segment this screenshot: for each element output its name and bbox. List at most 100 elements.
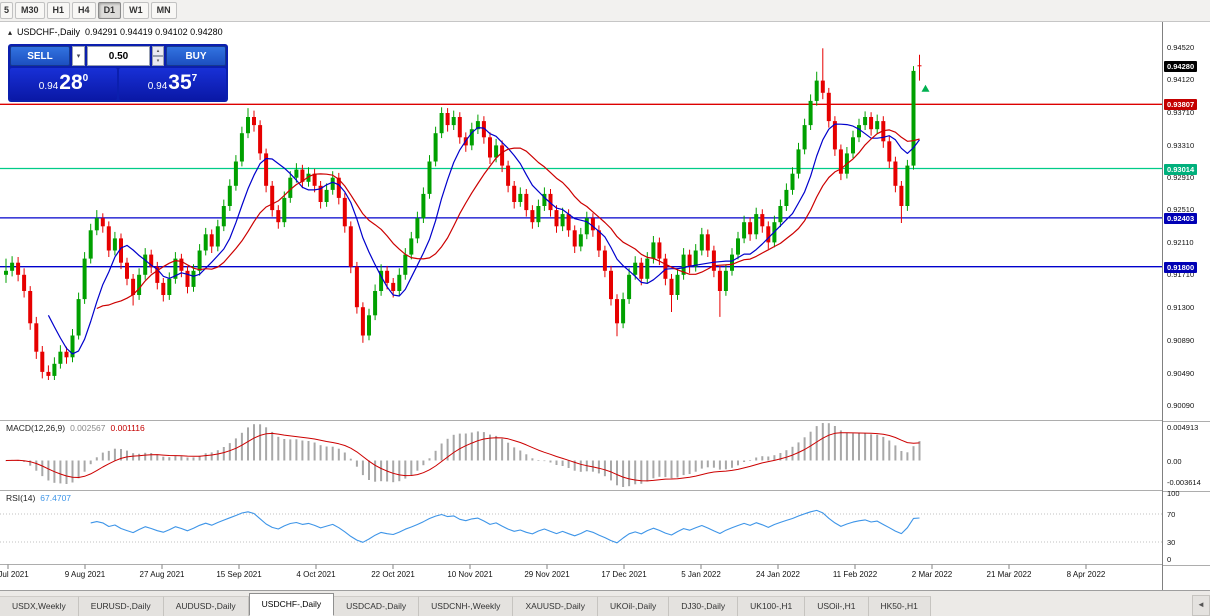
axis-tick: 0.92910 xyxy=(1167,172,1195,182)
chart-tab-usoil[interactable]: USOil-,H1 xyxy=(805,596,869,616)
timeframe-toolbar: 5 M30 H1 H4 D1 W1 MN xyxy=(0,0,1210,22)
buy-price-superscript: 7 xyxy=(191,73,198,84)
volume-input[interactable] xyxy=(87,46,150,66)
axis-tick: 0.93310 xyxy=(1167,140,1195,150)
axis-tick: 70 xyxy=(1167,510,1176,519)
sell-button[interactable]: SELL xyxy=(10,46,70,66)
timeframe-button-h1[interactable]: H1 xyxy=(46,2,71,19)
timeframe-button-mn[interactable]: MN xyxy=(150,2,177,19)
date-axis: 21 Jul 2021 9 Aug 2021 27 Aug 2021 15 Sep 2… xyxy=(0,566,1162,588)
chart-tab-hk50[interactable]: HK50-,H1 xyxy=(868,596,931,616)
sell-price-prefix: 0.94 xyxy=(38,81,59,92)
price-tag: 0.92403 xyxy=(1164,212,1198,224)
axis-tick: 0.90090 xyxy=(1167,401,1195,411)
macd-histogram xyxy=(5,423,921,487)
axis-tick: 0.93710 xyxy=(1167,108,1195,118)
price-tag: 0.93807 xyxy=(1164,99,1198,111)
chart-icon: ▴ xyxy=(8,27,13,37)
axis-tick: 100 xyxy=(1167,489,1180,498)
chart-tab-uk100[interactable]: UK100-,H1 xyxy=(738,596,806,616)
timeframe-button-h4[interactable]: H4 xyxy=(72,2,96,19)
rsi-name: RSI(14) xyxy=(6,493,36,503)
spin-down-icon[interactable]: ▾ xyxy=(152,56,164,66)
timeframe-button-w1[interactable]: W1 xyxy=(123,2,149,19)
buy-price-prefix: 0.94 xyxy=(147,81,168,92)
date-label: 22 Oct 2021 xyxy=(371,570,415,579)
one-click-trading-panel: SELL ▾ ▴ ▾ BUY 0.94 28 0 0.94 35 7 xyxy=(8,44,228,102)
date-label: 29 Nov 2021 xyxy=(524,570,570,579)
chart-tab-usdx[interactable]: USDX,Weekly xyxy=(0,596,79,616)
axis-tick: -0.003614 xyxy=(1167,478,1201,487)
panel-separators xyxy=(0,420,1162,565)
axis-tick: 30 xyxy=(1167,538,1176,547)
price-chart[interactable] xyxy=(0,0,1162,590)
chart-tab-audusd[interactable]: AUDUSD-,Daily xyxy=(163,596,249,616)
price-axis: 0.94520 0.94120 0.93710 0.93310 0.92910 0.925… xyxy=(1162,22,1210,590)
timeframe-button-5[interactable]: 5 xyxy=(0,2,14,19)
up-arrow-marker xyxy=(921,84,930,92)
axis-tick: 0.91710 xyxy=(1167,270,1195,279)
axis-separator xyxy=(1163,420,1210,422)
macd-indicator-label: MACD(12,26,9) 0.002567 0.001116 xyxy=(6,423,145,433)
macd-main-value: 0.002567 xyxy=(70,423,106,433)
ma-fast-line xyxy=(47,123,920,355)
axis-tick: 0.00 xyxy=(1167,456,1182,466)
date-label: 9 Aug 2021 xyxy=(64,570,106,579)
chart-header: ▴ USDCHF-,Daily 0.94291 0.94419 0.94102 … xyxy=(8,27,223,37)
macd-signal-value: 0.001116 xyxy=(110,423,145,433)
axis-tick: 0.92110 xyxy=(1167,237,1194,247)
axis-tick: 0.90490 xyxy=(1167,368,1195,378)
date-label: 24 Jan 2022 xyxy=(755,570,801,579)
chart-tab-xauusd[interactable]: XAUUSD-,Daily xyxy=(513,596,598,616)
sell-price-display[interactable]: 0.94 28 0 xyxy=(10,68,117,100)
tabs-scroll-button[interactable]: ◄ xyxy=(1192,595,1210,616)
date-label: 11 Feb 2022 xyxy=(832,570,878,579)
axis-tick: 0.92510 xyxy=(1167,205,1195,215)
macd-name: MACD(12,26,9) xyxy=(6,423,66,433)
rsi-indicator-label: RSI(14) 67.4707 xyxy=(6,493,71,503)
rsi-level-lines xyxy=(0,513,1162,543)
chart-tab-dj30[interactable]: DJ30-,Daily xyxy=(669,596,739,616)
date-label: 17 Dec 2021 xyxy=(601,570,647,579)
volume-dropdown-icon[interactable]: ▾ xyxy=(72,46,85,66)
sell-price-superscript: 0 xyxy=(82,73,89,84)
chart-tab-eurusd[interactable]: EURUSD-,Daily xyxy=(78,596,164,616)
date-ticks xyxy=(7,564,1087,569)
macd-signal-line xyxy=(5,432,920,482)
date-label: 27 Aug 2021 xyxy=(139,570,185,579)
axis-tick: 0.91300 xyxy=(1167,303,1195,313)
ma-slow-line xyxy=(96,129,920,310)
axis-tick: 0.90890 xyxy=(1167,336,1195,346)
sell-price-big-digits: 28 xyxy=(59,71,83,94)
axis-tick: 0.94120 xyxy=(1167,75,1195,84)
price-tag: 0.94280 xyxy=(1164,61,1198,73)
chart-tabs-bar: USDX,Weekly EURUSD-,Daily AUDUSD-,Daily USD… xyxy=(0,590,1210,616)
rsi-line xyxy=(90,509,920,544)
axis-tick: 0.94520 xyxy=(1167,42,1195,52)
price-tag: 0.91800 xyxy=(1164,261,1198,273)
price-tag: 0.93014 xyxy=(1164,163,1198,175)
date-label: 15 Sep 2021 xyxy=(216,570,262,579)
date-label: 21 Mar 2022 xyxy=(986,570,1032,579)
chart-ohlc-values: 0.94291 0.94419 0.94102 0.94280 xyxy=(85,27,223,37)
buy-price-big-digits: 35 xyxy=(168,71,192,94)
axis-separator xyxy=(1163,564,1210,566)
timeframe-button-m30[interactable]: M30 xyxy=(15,2,45,19)
spin-up-icon[interactable]: ▴ xyxy=(152,46,164,56)
axis-separator xyxy=(1163,490,1210,492)
chart-tab-ukoil[interactable]: UKOil-,Daily xyxy=(597,596,670,616)
axis-tick: 0.004913 xyxy=(1167,423,1199,432)
volume-spinner[interactable]: ▴ ▾ xyxy=(152,46,164,66)
chart-tab-usdcnh[interactable]: USDCNH-,Weekly xyxy=(419,596,514,616)
date-label: 2 Mar 2022 xyxy=(911,570,953,579)
axis-tick: 0 xyxy=(1167,555,1172,564)
buy-price-display[interactable]: 0.94 35 7 xyxy=(119,68,226,100)
rsi-value: 67.4707 xyxy=(40,493,72,503)
buy-button[interactable]: BUY xyxy=(166,46,226,66)
chart-tab-usdcad[interactable]: USDCAD-,Daily xyxy=(334,596,420,616)
chart-title: USDCHF-,Daily xyxy=(17,27,81,37)
date-label: 5 Jan 2022 xyxy=(681,570,721,579)
chart-tab-usdchf[interactable]: USDCHF-,Daily xyxy=(248,593,335,616)
timeframe-button-d1[interactable]: D1 xyxy=(97,2,122,19)
